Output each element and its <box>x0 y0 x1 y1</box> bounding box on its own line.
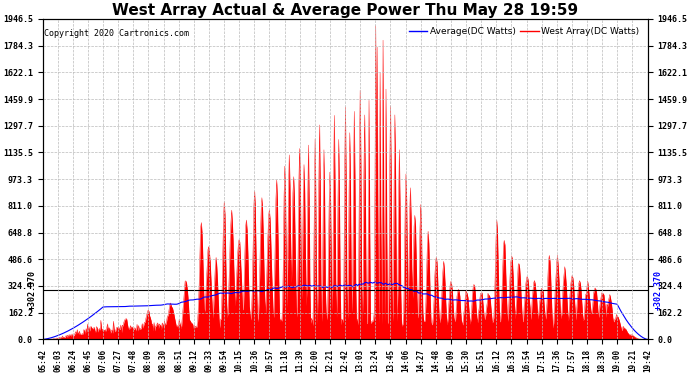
Legend: Average(DC Watts), West Array(DC Watts): Average(DC Watts), West Array(DC Watts) <box>406 24 643 40</box>
Text: +302.370: +302.370 <box>28 270 37 310</box>
Text: Copyright 2020 Cartronics.com: Copyright 2020 Cartronics.com <box>43 28 188 38</box>
Title: West Array Actual & Average Power Thu May 28 19:59: West Array Actual & Average Power Thu Ma… <box>112 3 578 18</box>
Text: +302.370: +302.370 <box>653 270 662 310</box>
